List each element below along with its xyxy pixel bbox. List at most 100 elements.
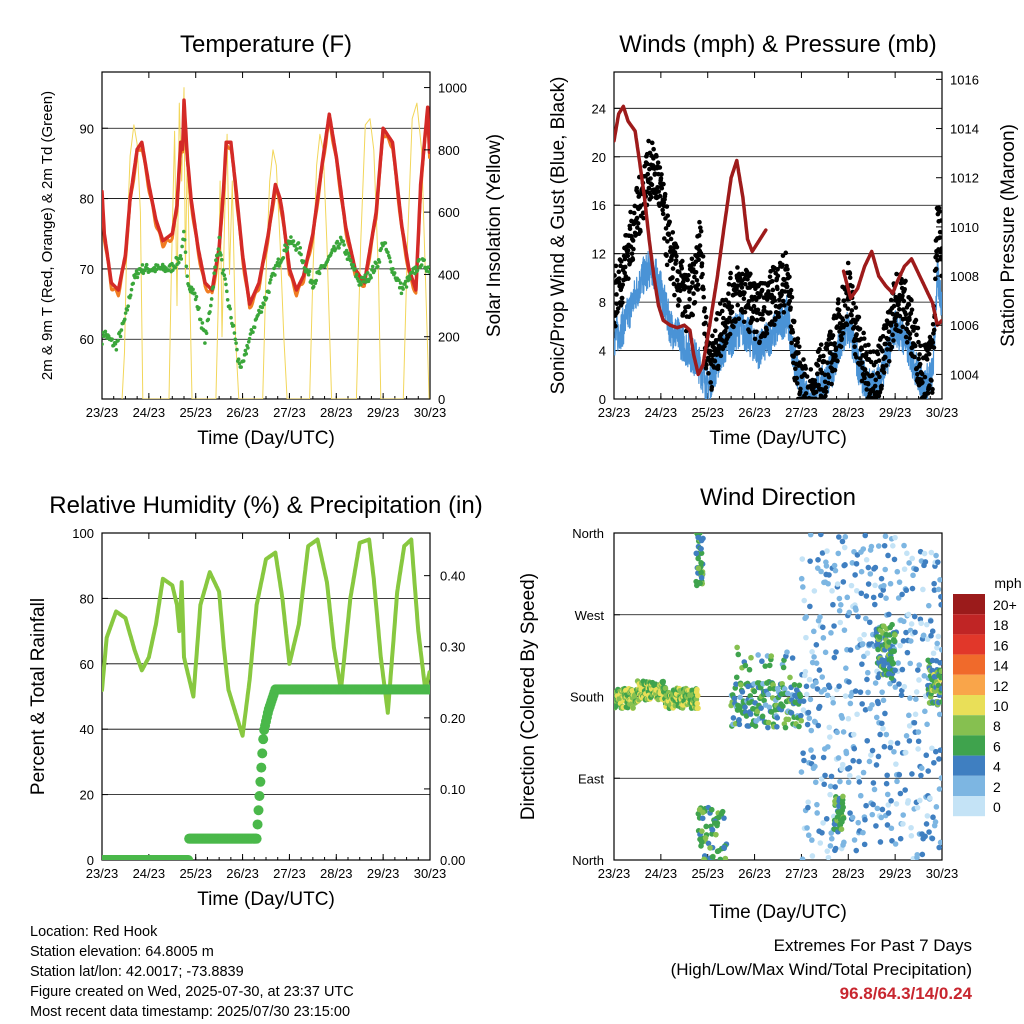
direction-point [801,757,807,764]
dewpoint-point [317,271,322,276]
y2-tick-label: 0.20 [440,711,465,726]
legend-swatch [953,695,985,716]
gust-point [701,286,706,292]
direction-point [722,855,729,860]
direction-point [807,696,814,703]
direction-point [861,841,868,848]
dewpoint-point [398,281,403,285]
gust-point [880,348,885,354]
direction-point [854,711,860,718]
direction-point [933,748,939,755]
dewpoint-point [219,257,224,262]
legend-label: 2 [993,779,1001,795]
direction-point [916,797,923,804]
direction-point [913,696,919,703]
dewpoint-point [349,259,353,263]
gust-point [645,171,651,177]
direction-point [888,739,894,746]
legend-swatch [953,654,985,675]
dewpoint-point [291,239,296,243]
gust-point [854,354,859,360]
gust-point [913,317,919,323]
gust-point [840,317,846,323]
y-axis-label: 2m & 9m T (Red, Orange) & 2m Td (Green) [39,91,56,380]
direction-point [850,757,856,764]
x-tick-label: 25/23 [691,405,724,420]
gust-point [898,329,903,334]
gust-point [630,257,636,262]
gust-point [917,361,923,367]
precip-point [254,791,265,802]
direction-point [824,848,831,854]
direction-point [782,724,789,731]
dewpoint-point [307,269,312,274]
direction-point [933,552,939,559]
gust-point [870,372,875,378]
gust-point [721,315,726,321]
gust-point [914,332,919,338]
gust-point [829,381,834,387]
direction-point [736,721,743,728]
gust-point [853,305,859,310]
gust-point [777,297,782,303]
gust-point [761,304,767,310]
direction-point [841,839,847,846]
direction-point [920,632,927,639]
direction-point [907,695,913,701]
dewpoint-point [358,280,362,284]
direction-point [701,856,707,860]
direction-point [789,655,796,661]
direction-point [807,603,813,610]
dewpoint-point [173,265,178,270]
dewpoint-point [422,258,426,262]
direction-point [820,820,826,826]
direction-point [843,665,849,671]
gust-point [917,352,922,357]
direction-point [799,556,806,562]
direction-point [864,650,871,656]
gust-point [676,269,682,275]
gust-point [818,342,824,347]
direction-point [823,563,830,569]
direction-point [883,780,890,787]
dewpoint-point [401,287,405,291]
precip-point [258,734,269,745]
gust-point [728,270,733,276]
gust-point [884,347,890,352]
gust-point [692,274,697,280]
gust-point [836,307,842,313]
direction-point [837,602,844,608]
direction-point [906,723,913,729]
y2-tick-label: 1006 [950,318,979,333]
direction-point [923,752,930,759]
gust-point [741,296,747,302]
gust-point [727,315,732,321]
gust-point [891,338,896,343]
direction-point [800,707,807,713]
gust-point [667,219,672,225]
gust-point [649,194,654,200]
gust-point [659,185,665,191]
direction-point [815,722,822,729]
dewpoint-point [134,269,139,273]
gust-point [655,185,660,190]
y-tick-label: 80 [80,591,94,606]
gust-point [788,305,793,310]
direction-point [879,806,886,813]
dewpoint-point [232,331,237,335]
dewpoint-point [354,272,359,277]
y-tick-label: 100 [72,526,94,541]
gust-point [708,380,714,385]
gust-point [773,317,778,322]
direction-point [717,856,724,860]
direction-point [833,649,839,655]
gust-point [852,324,857,330]
direction-point [709,854,716,860]
direction-point [866,619,873,626]
gust-point [832,341,837,346]
gust-point [938,218,942,223]
direction-point [843,750,850,757]
direction-point [859,661,865,667]
y-tick-label: 16 [592,198,606,213]
